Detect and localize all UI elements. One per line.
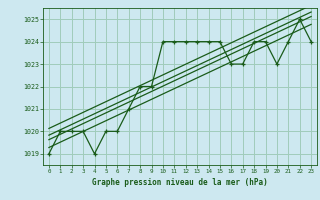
- X-axis label: Graphe pression niveau de la mer (hPa): Graphe pression niveau de la mer (hPa): [92, 178, 268, 187]
